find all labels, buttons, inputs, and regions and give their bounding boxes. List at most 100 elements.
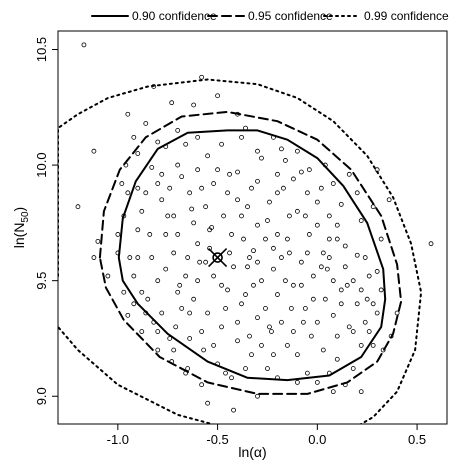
data-point xyxy=(215,93,220,99)
data-point xyxy=(304,250,310,256)
data-point xyxy=(322,296,328,302)
data-point xyxy=(263,236,268,242)
data-point xyxy=(219,282,224,288)
data-point xyxy=(195,278,201,284)
center-circle xyxy=(212,252,223,263)
data-point xyxy=(197,259,203,265)
data-point xyxy=(358,287,364,293)
data-point xyxy=(139,208,145,214)
legend-label: 0.90 confidence xyxy=(132,9,217,23)
data-point xyxy=(135,185,141,191)
data-point xyxy=(255,393,260,399)
data-point xyxy=(314,222,320,228)
data-point xyxy=(125,111,131,117)
data-point xyxy=(285,236,290,242)
data-point xyxy=(302,213,308,219)
data-point xyxy=(211,342,217,348)
data-point xyxy=(91,255,97,260)
data-point xyxy=(285,342,290,348)
data-point xyxy=(225,190,230,196)
data-point xyxy=(350,329,356,334)
data-point xyxy=(428,241,434,247)
data-point xyxy=(227,171,232,177)
data-point xyxy=(334,236,340,242)
data-point xyxy=(119,181,125,186)
data-point xyxy=(227,250,232,256)
plot-area xyxy=(57,30,448,425)
data-point xyxy=(362,255,368,260)
data-point xyxy=(334,333,340,339)
ellipse-solid xyxy=(117,129,387,382)
data-point xyxy=(259,155,264,161)
data-point xyxy=(203,204,209,210)
data-point xyxy=(298,169,304,175)
data-point xyxy=(223,306,228,311)
data-point xyxy=(187,190,193,196)
data-point xyxy=(145,296,151,302)
data-point xyxy=(165,213,171,219)
data-point xyxy=(366,273,372,279)
data-point xyxy=(159,197,165,203)
data-point xyxy=(334,356,340,362)
data-point xyxy=(179,174,185,180)
data-point xyxy=(251,282,256,288)
y-tick-label: 10.5 xyxy=(34,37,49,62)
data-point xyxy=(310,296,316,302)
data-point xyxy=(171,213,177,219)
data-point xyxy=(350,278,356,284)
y-axis-label-main: ln(N xyxy=(11,223,27,249)
center-estimate-marker xyxy=(208,247,228,268)
data-point xyxy=(91,148,97,154)
data-point xyxy=(239,213,244,219)
data-point xyxy=(171,347,177,353)
data-point xyxy=(287,250,292,256)
data-point xyxy=(265,366,270,371)
data-point xyxy=(219,324,224,330)
data-point xyxy=(346,171,352,177)
data-point xyxy=(275,232,280,237)
data-point xyxy=(231,264,236,270)
x-tick-label: 0.5 xyxy=(408,432,426,447)
data-point xyxy=(105,273,111,279)
data-point xyxy=(314,319,320,325)
data-point xyxy=(183,141,189,147)
data-point xyxy=(195,134,201,140)
data-point xyxy=(298,282,304,288)
data-point xyxy=(199,185,205,191)
data-point xyxy=(320,250,326,256)
data-point xyxy=(294,379,300,385)
data-point xyxy=(314,379,320,385)
data-point xyxy=(338,287,344,293)
data-point xyxy=(127,255,133,260)
data-point xyxy=(199,382,205,388)
data-point xyxy=(235,319,240,325)
data-point xyxy=(326,255,332,260)
data-point xyxy=(370,301,376,307)
scatter-points xyxy=(75,42,434,413)
data-point xyxy=(189,206,195,212)
data-point xyxy=(326,236,332,242)
data-point xyxy=(163,266,169,272)
data-point xyxy=(318,185,324,191)
data-point xyxy=(306,167,312,173)
data-point xyxy=(294,208,300,214)
data-point xyxy=(259,278,264,284)
data-point xyxy=(243,366,248,371)
data-point xyxy=(135,151,141,156)
data-point xyxy=(187,336,193,341)
data-point xyxy=(175,128,181,133)
data-point xyxy=(269,329,274,334)
data-point xyxy=(223,370,228,376)
data-point xyxy=(330,181,336,186)
data-point xyxy=(374,269,380,274)
data-point xyxy=(191,220,197,226)
x-tick-label: 0.0 xyxy=(308,432,326,447)
data-point xyxy=(249,185,254,191)
data-point xyxy=(243,292,248,297)
data-point xyxy=(169,100,175,106)
data-point xyxy=(143,190,149,196)
data-point xyxy=(279,255,284,260)
data-point xyxy=(338,201,344,207)
data-point xyxy=(374,310,380,316)
data-point xyxy=(147,232,153,237)
